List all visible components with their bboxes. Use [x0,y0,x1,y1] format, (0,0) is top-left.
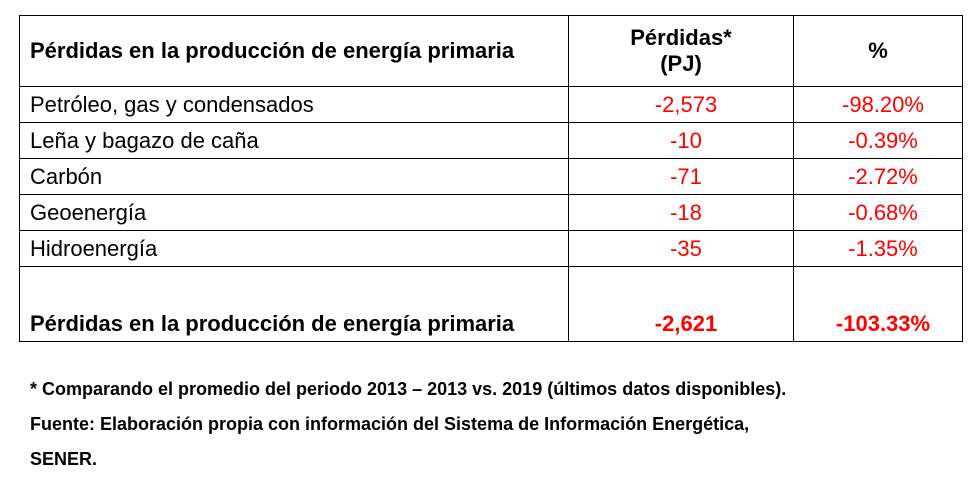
energy-losses-table: Pérdidas en la producción de energía pri… [19,15,963,342]
header-category: Pérdidas en la producción de energía pri… [19,15,569,87]
table-row: Leña y bagazo de caña -10 -0.39% [19,122,963,159]
header-losses-line2: (PJ) [660,51,702,76]
table-row: Petróleo, gas y condensados -2,573 -98.2… [19,86,963,123]
table-header-row: Pérdidas en la producción de energía pri… [19,15,963,87]
row-loss: -2,573 [568,86,794,123]
total-loss: -2,621 [568,266,794,342]
total-label: Pérdidas en la producción de energía pri… [19,266,569,342]
row-percent: -2.72% [793,158,963,195]
footnote: * Comparando el promedio del periodo 201… [30,379,787,399]
table-total-row: Pérdidas en la producción de energía pri… [19,266,963,342]
row-loss: -18 [568,194,794,231]
header-percent: % [793,15,963,87]
table-row: Geoenergía -18 -0.68% [19,194,963,231]
row-loss: -71 [568,158,794,195]
row-percent: -98.20% [793,86,963,123]
source-line-2: SENER. [30,449,98,469]
row-percent: -1.35% [793,230,963,267]
header-losses-line1: Pérdidas* [630,25,732,50]
total-percent: -103.33% [793,266,963,342]
header-losses: Pérdidas* (PJ) [568,15,794,87]
row-percent: -0.39% [793,122,963,159]
row-percent: -0.68% [793,194,963,231]
row-label: Leña y bagazo de caña [19,122,569,159]
row-label: Geoenergía [19,194,569,231]
table-notes: * Comparando el promedio del periodo 201… [30,372,960,477]
row-label: Hidroenergía [19,230,569,267]
source-line-1: Fuente: Elaboración propia con informaci… [30,414,750,434]
row-label: Carbón [19,158,569,195]
row-loss: -10 [568,122,794,159]
row-loss: -35 [568,230,794,267]
table-row: Carbón -71 -2.72% [19,158,963,195]
row-label: Petróleo, gas y condensados [19,86,569,123]
table-row: Hidroenergía -35 -1.35% [19,230,963,267]
